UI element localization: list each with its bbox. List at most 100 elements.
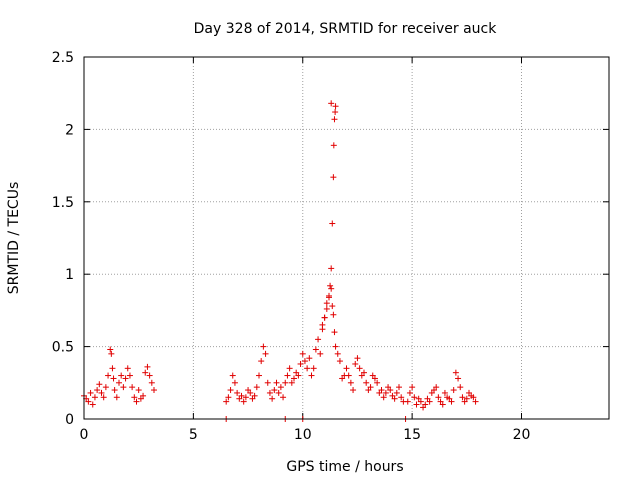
data-point [102, 384, 109, 391]
data-point [396, 384, 402, 391]
data-point [87, 389, 94, 396]
data-point [109, 365, 116, 372]
data-points [81, 100, 479, 422]
data-point [304, 365, 311, 372]
data-point [463, 395, 470, 402]
axis-ticks: 0 5 10 15 20 0 0.5 1 1.5 2 2.5 [52, 50, 609, 443]
data-point [347, 379, 354, 386]
data-point [452, 369, 459, 376]
data-point [260, 343, 267, 350]
data-point [321, 314, 328, 321]
data-point [374, 379, 381, 386]
data-point [269, 395, 276, 402]
data-point [148, 379, 155, 386]
y-tick-label: 0 [65, 412, 74, 428]
data-point [378, 387, 385, 394]
data-point [459, 394, 466, 401]
data-point [266, 389, 273, 396]
data-point [455, 375, 462, 382]
data-point [343, 365, 350, 372]
data-point [398, 394, 405, 401]
data-point [331, 116, 338, 123]
data-point [223, 398, 230, 405]
x-tick-label: 5 [189, 427, 198, 443]
data-point [310, 365, 317, 372]
data-point [323, 300, 330, 307]
data-point [98, 389, 105, 396]
data-point [122, 375, 129, 382]
data-point [328, 265, 335, 272]
data-point [140, 392, 147, 399]
data-point [135, 387, 142, 394]
data-point [238, 392, 245, 399]
data-point [426, 398, 433, 405]
data-point [96, 381, 103, 388]
data-point [417, 398, 424, 405]
data-point [91, 394, 98, 401]
data-point [406, 389, 413, 396]
data-point [284, 372, 291, 379]
data-point [234, 389, 241, 396]
data-point [144, 363, 151, 370]
data-point [422, 401, 429, 408]
data-point [380, 394, 387, 401]
data-point [387, 387, 394, 394]
data-point [391, 395, 398, 402]
y-tick-label: 2 [65, 122, 74, 138]
data-point [129, 384, 136, 391]
data-point [118, 372, 125, 379]
data-point [85, 398, 92, 405]
data-point [142, 369, 149, 376]
data-point [291, 375, 297, 382]
y-tick-label: 0.5 [52, 340, 74, 356]
plot-frame [83, 56, 610, 420]
data-point [312, 346, 319, 353]
data-point [124, 365, 131, 372]
data-point [111, 387, 118, 394]
data-point [334, 350, 341, 357]
data-point [301, 358, 308, 365]
data-point [295, 372, 302, 379]
data-point [258, 358, 265, 365]
data-point [328, 100, 335, 107]
y-tick-label: 2.5 [52, 50, 74, 66]
data-point [275, 389, 282, 396]
data-point [299, 350, 306, 357]
data-point [146, 372, 153, 379]
data-point [240, 398, 247, 405]
data-point [393, 389, 400, 396]
x-axis-label: GPS time / hours [286, 459, 403, 475]
data-point [229, 372, 236, 379]
data-point [363, 379, 370, 386]
x-tick-label: 15 [403, 427, 421, 443]
data-point [326, 294, 332, 301]
data-point [328, 285, 335, 292]
grid-lines [84, 57, 609, 419]
data-point [329, 220, 336, 227]
data-point [448, 398, 455, 405]
data-point [433, 384, 440, 391]
data-point [472, 398, 479, 405]
data-point [382, 389, 389, 396]
data-point [286, 365, 293, 372]
data-point [126, 372, 133, 379]
data-point [105, 372, 112, 379]
data-point [329, 303, 336, 310]
data-point [315, 336, 322, 343]
data-point [411, 394, 418, 401]
data-point [262, 350, 269, 357]
data-point [256, 372, 262, 379]
data-point [350, 387, 357, 394]
x-tick-label: 10 [294, 427, 312, 443]
data-point [409, 384, 416, 391]
data-point [330, 311, 337, 318]
data-point [457, 384, 464, 391]
data-point [352, 360, 359, 367]
data-point [271, 387, 278, 394]
data-point [116, 379, 122, 386]
data-point [251, 392, 258, 399]
data-point [327, 282, 334, 289]
data-point [253, 384, 260, 391]
data-point [94, 387, 101, 394]
